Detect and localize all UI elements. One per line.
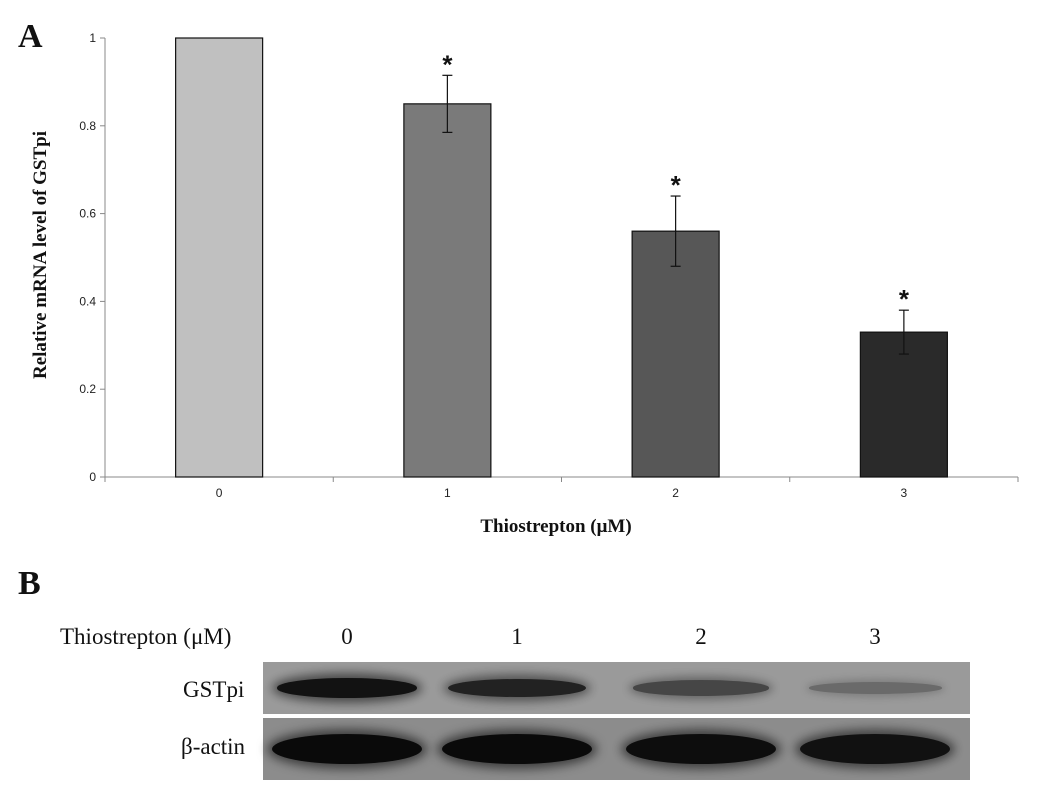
y-tick-label: 1	[89, 31, 96, 45]
blot-band	[442, 734, 592, 764]
x-tick-label: 1	[444, 486, 451, 500]
y-tick-label: 0.8	[79, 119, 96, 133]
bars: * * *	[175, 37, 948, 478]
blot-lane-label-1: 1	[511, 624, 523, 649]
blot-lane-label-3: 3	[869, 624, 881, 649]
significance-marker: *	[899, 284, 910, 314]
x-axis-title: Thiostrepton (μM)	[480, 516, 631, 537]
bar-chart: 0 0.2 0.4 0.6 0.8 1 0 1 2 3 * * * Relative mRNA le…	[30, 31, 1019, 537]
blot-band	[626, 734, 776, 764]
y-tick-label: 0	[89, 470, 96, 484]
y-axis-title: Relative mRNA level of GSTpi	[30, 131, 51, 379]
blot-strip-beta-actin	[263, 718, 970, 780]
blot-row-label-beta-actin: β-actin	[181, 734, 246, 759]
blot-band	[447, 678, 587, 698]
bar-1	[403, 103, 492, 478]
blot-band	[808, 682, 942, 694]
blot-strip-gstpi	[263, 662, 970, 714]
bar-2	[631, 230, 720, 478]
blot-band	[272, 734, 422, 764]
panel-label-a: A	[18, 18, 43, 55]
x-tick-label: 2	[672, 486, 679, 500]
bar-3	[859, 331, 948, 478]
blot-band	[800, 734, 950, 764]
y-tick-label: 0.4	[79, 294, 96, 308]
significance-marker: *	[442, 49, 453, 79]
blot-band	[633, 680, 769, 696]
x-tick-label: 0	[216, 486, 223, 500]
blot-band	[277, 678, 417, 698]
blot-header-label: Thiostrepton (μM)	[60, 624, 232, 649]
significance-marker: *	[671, 170, 682, 200]
y-axis: 0 0.2 0.4 0.6 0.8 1	[79, 31, 106, 484]
x-axis: 0 1 2 3	[104, 476, 1019, 500]
panel-label-b: B	[18, 565, 41, 602]
blot-lane-label-0: 0	[341, 624, 353, 649]
blot-lane-label-2: 2	[695, 624, 707, 649]
x-tick-label: 3	[901, 486, 908, 500]
blot-row-label-gstpi: GSTpi	[183, 677, 245, 702]
bar-0	[175, 37, 264, 478]
y-tick-label: 0.2	[79, 382, 96, 396]
y-tick-label: 0.6	[79, 207, 96, 221]
